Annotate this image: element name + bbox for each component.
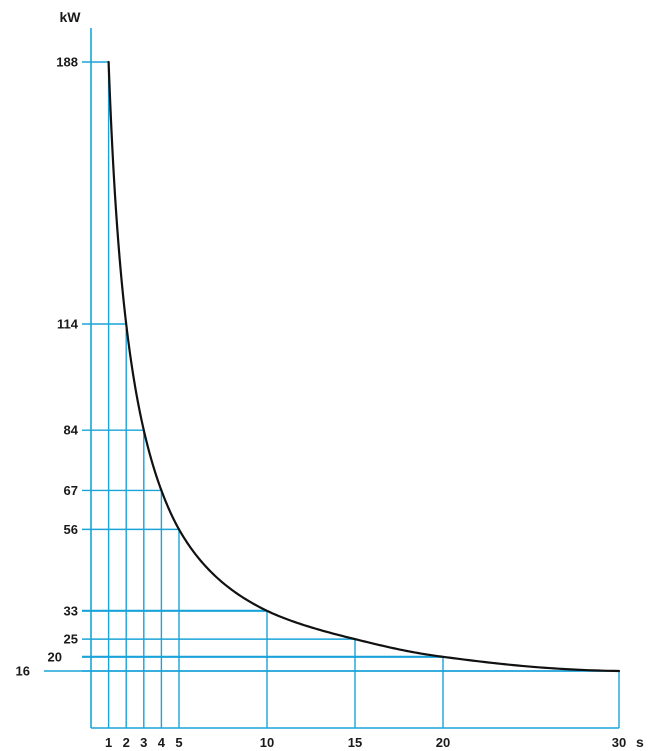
x-tick-label-30: 30 <box>612 735 626 750</box>
x-tick-label-4: 4 <box>158 735 166 750</box>
axes <box>90 28 619 729</box>
data-point-5 <box>178 528 180 531</box>
data-point-3 <box>143 429 145 432</box>
series-curve <box>107 60 621 673</box>
y-tick-label-56: 56 <box>64 522 78 537</box>
x-tick-label-2: 2 <box>123 735 130 750</box>
curve-layer <box>107 60 621 673</box>
x-tick-label-10: 10 <box>260 735 274 750</box>
y-tick-label-84: 84 <box>64 423 79 438</box>
x-tick-label-15: 15 <box>348 735 362 750</box>
data-point-30 <box>618 670 620 672</box>
x-tick-label-3: 3 <box>140 735 147 750</box>
x-tick-label-20: 20 <box>436 735 450 750</box>
y-tick-label-16: 16 <box>16 664 30 679</box>
data-point-1 <box>107 61 110 63</box>
x-axis-unit-label: s <box>636 734 644 750</box>
data-point-20 <box>442 656 444 658</box>
y-axis-unit-label: kW <box>60 9 82 25</box>
y-tick-label-188: 188 <box>56 55 78 70</box>
data-point-2 <box>125 323 127 325</box>
data-point-10 <box>266 610 268 612</box>
grid-lines <box>44 61 620 728</box>
y-tick-label-33: 33 <box>64 603 78 618</box>
data-point-15 <box>354 638 356 640</box>
y-tick-label-114: 114 <box>57 317 79 332</box>
data-point-4 <box>160 489 163 492</box>
x-tick-label-5: 5 <box>175 735 182 750</box>
y-tick-label-67: 67 <box>64 483 78 498</box>
y-tick-label-20: 20 <box>48 649 62 664</box>
y-tick-label-25: 25 <box>64 632 78 647</box>
x-tick-label-1: 1 <box>105 735 112 750</box>
